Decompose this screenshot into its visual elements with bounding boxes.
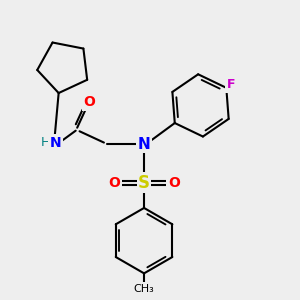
Text: O: O (83, 95, 95, 110)
Text: N: N (138, 136, 150, 152)
Text: CH₃: CH₃ (134, 284, 154, 294)
Text: O: O (108, 176, 120, 190)
Text: H: H (41, 136, 50, 149)
Text: N: N (50, 136, 61, 150)
Text: S: S (138, 174, 150, 192)
Text: F: F (226, 78, 235, 91)
Text: O: O (168, 176, 180, 190)
